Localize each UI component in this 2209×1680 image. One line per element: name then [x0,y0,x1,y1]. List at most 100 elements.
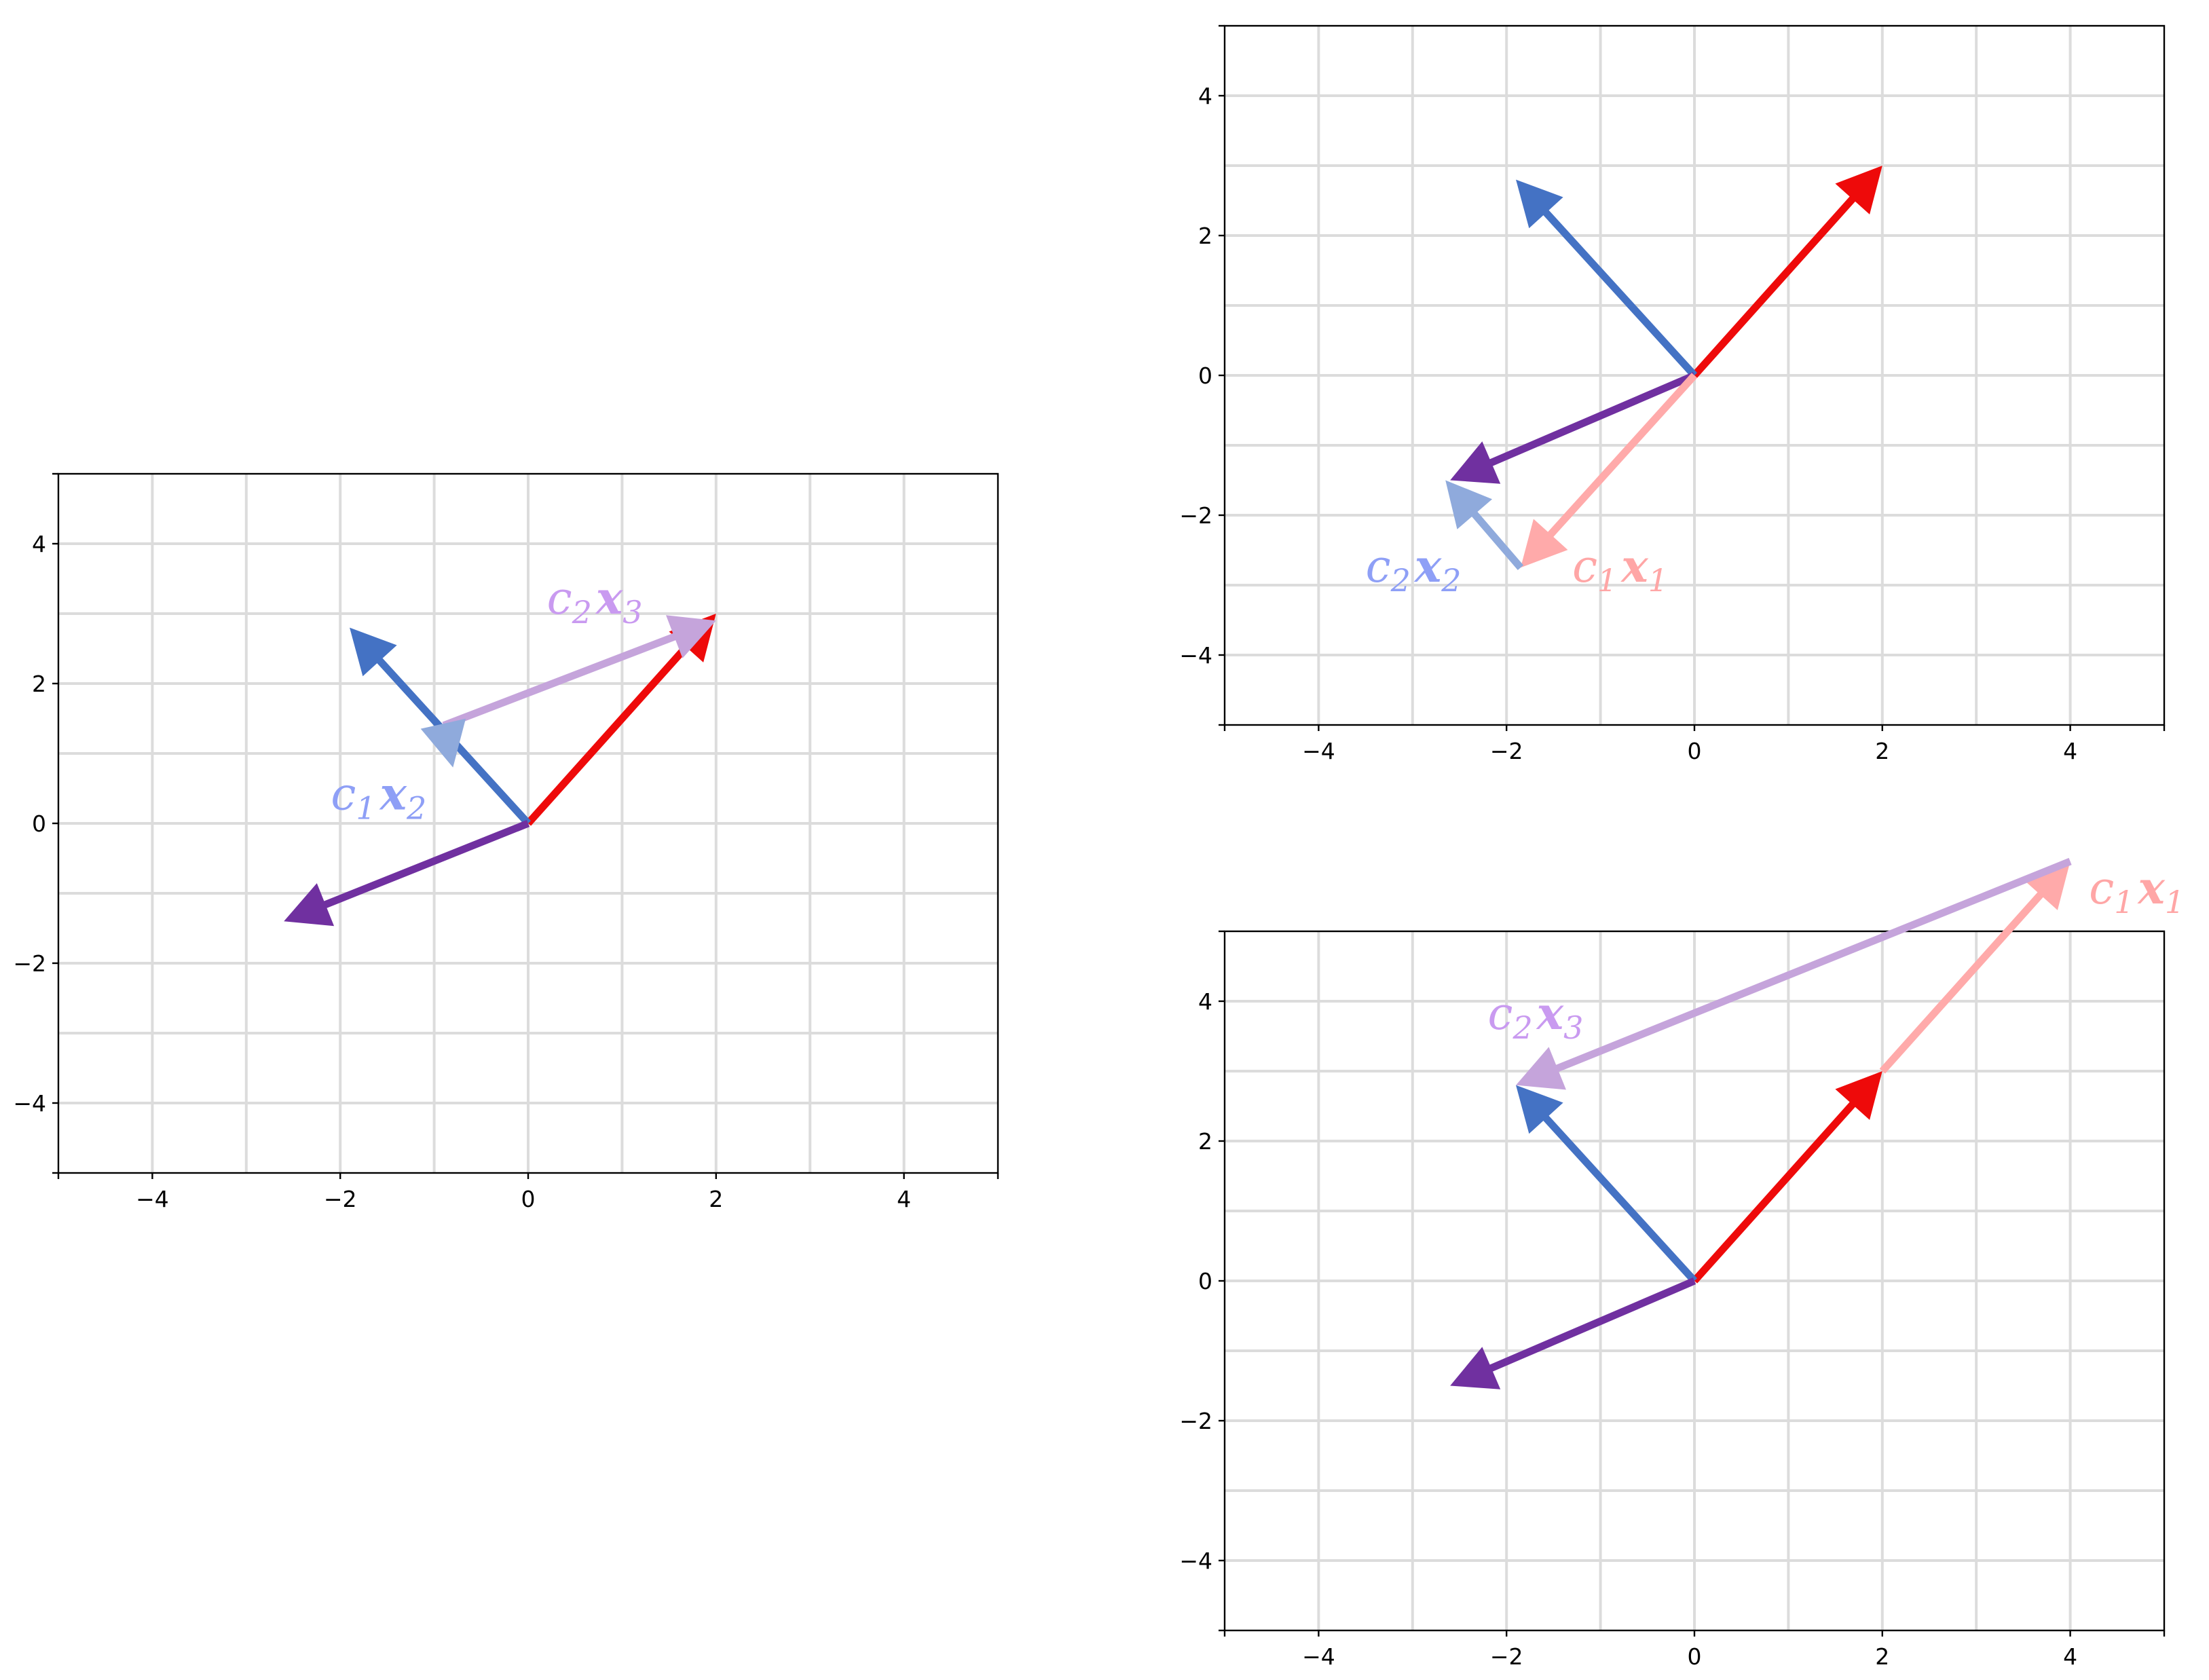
annot-vector-sub: 2 [406,789,426,826]
annot-coef-sub: 1 [1597,562,1617,599]
annot-coef: c [1572,540,1597,593]
vector-shaft [1553,857,2072,1073]
annot-vector: x [595,572,623,624]
x-tick-label: 4 [897,1186,911,1212]
vector-arrowhead [1835,1071,1882,1120]
annot-vector-sub: 3 [623,594,642,631]
grid [1225,26,2164,725]
vector-shaft [321,819,530,910]
vector-light-red [1520,373,1698,568]
y-tick-label: 2 [1198,1128,1212,1155]
x-tick-label: 2 [1875,738,1889,764]
y-tick-label: −2 [13,950,46,977]
vector-purple [284,819,530,927]
vector-purple [1450,1277,1696,1389]
vector-arrowhead [1445,480,1493,529]
vector-blue [1516,179,1698,378]
vector-arrowhead [350,627,397,677]
x-tick-label: 4 [2063,738,2077,764]
annot-coef: c [1488,988,1513,1040]
vector-shaft [1470,509,1524,570]
vector-shaft [1487,371,1696,468]
x-tick-label: −4 [1302,1643,1335,1670]
vector-shaft [1879,890,2045,1074]
vector-shaft [1541,208,1698,378]
annot-vector-sub: 1 [1648,562,1668,599]
vectors [1450,857,2072,1389]
vector-arrowhead [1516,1085,1563,1134]
x-tick-label: 4 [2063,1643,2077,1670]
x-tick-label: 0 [1688,1643,1702,1670]
vector-arrowhead [665,615,716,658]
annot-coef: c [331,768,356,820]
y-tick-label: 2 [1198,223,1212,249]
annot-vector: x [1413,540,1442,593]
vector-annotation: c2x2 [1366,540,1462,599]
grid [1225,931,2164,1630]
vector-shaft [525,642,691,826]
vector-light-purple [442,615,716,729]
annot-coef-sub: 2 [572,594,592,631]
annot-coef: c [547,572,572,624]
y-tick-label: 4 [32,531,46,557]
annot-coef: c [1366,540,1391,593]
vector-arrowhead [1520,519,1568,568]
vectors [1445,166,1882,570]
vector-light-purple [1516,857,2072,1090]
vector-light-red [1879,861,2071,1074]
vector-blue [1516,1085,1698,1284]
x-tick-label: 2 [709,1186,723,1212]
y-tick-label: 4 [1198,83,1212,109]
vector-annotation: c1x1 [1572,540,1668,599]
vector-arrowhead [420,718,466,768]
annot-vector: x [1620,540,1648,593]
x-tick-label: 2 [1875,1643,1889,1670]
ticks: −4 −2 0 2 4 4 2 0 −2 −4 [1179,930,2166,1670]
x-tick-label: 0 [1688,738,1702,764]
vectors [284,614,716,927]
y-tick-label: 0 [32,810,46,837]
annot-vector: x [379,767,407,820]
vector-arrowhead [1516,179,1563,229]
vector-arrowhead [1835,166,1882,214]
annot-coef-sub: 2 [1512,1009,1532,1046]
vector-red [1691,166,1882,378]
y-tick-label: −4 [1179,642,1212,669]
annot-vector: x [1536,987,1564,1040]
vector-arrowhead [1516,1047,1566,1090]
x-tick-label: −2 [1490,738,1523,764]
x-tick-label: 0 [521,1186,536,1212]
vector-shaft [1541,1113,1698,1284]
vector-light-blue [1445,480,1524,570]
annot-coef-sub: 2 [1390,562,1411,599]
vector-arrowhead [2023,861,2071,910]
vector-arrowhead [1450,1347,1501,1389]
vector-annotation: c2x3 [547,572,643,631]
vector-shaft [442,632,678,729]
vector-light-blue [420,718,466,768]
x-tick-label: −2 [1490,1643,1523,1670]
vector-arrowhead [284,883,335,927]
vector-annotation: c1x2 [331,767,426,826]
vector-annotation: c2x3 [1488,987,1584,1046]
x-tick-label: −4 [1302,738,1335,764]
x-tick-label: −4 [136,1186,169,1212]
y-tick-label: 0 [1198,1268,1212,1294]
y-tick-label: 4 [1198,988,1212,1015]
y-tick-label: −2 [1179,502,1212,529]
vector-purple [1450,371,1696,484]
annot-vector-sub: 2 [1441,562,1461,599]
vector-arrowhead [1450,441,1501,484]
y-tick-label: −4 [13,1090,46,1117]
annot-coef: c [2089,862,2114,914]
vector-shaft [1546,373,1698,539]
vector-shaft [1487,1277,1696,1373]
x-tick-label: −2 [324,1186,357,1212]
